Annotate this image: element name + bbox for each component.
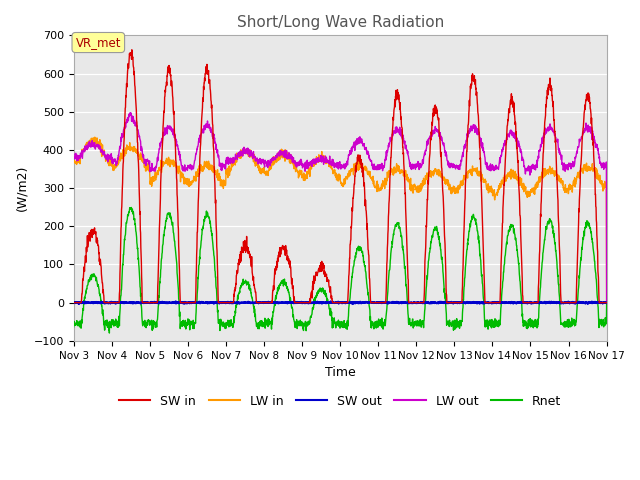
- Text: VR_met: VR_met: [76, 36, 121, 49]
- Legend: SW in, LW in, SW out, LW out, Rnet: SW in, LW in, SW out, LW out, Rnet: [114, 390, 566, 413]
- X-axis label: Time: Time: [324, 366, 355, 379]
- Y-axis label: (W/m2): (W/m2): [15, 165, 28, 211]
- Title: Short/Long Wave Radiation: Short/Long Wave Radiation: [237, 15, 444, 30]
